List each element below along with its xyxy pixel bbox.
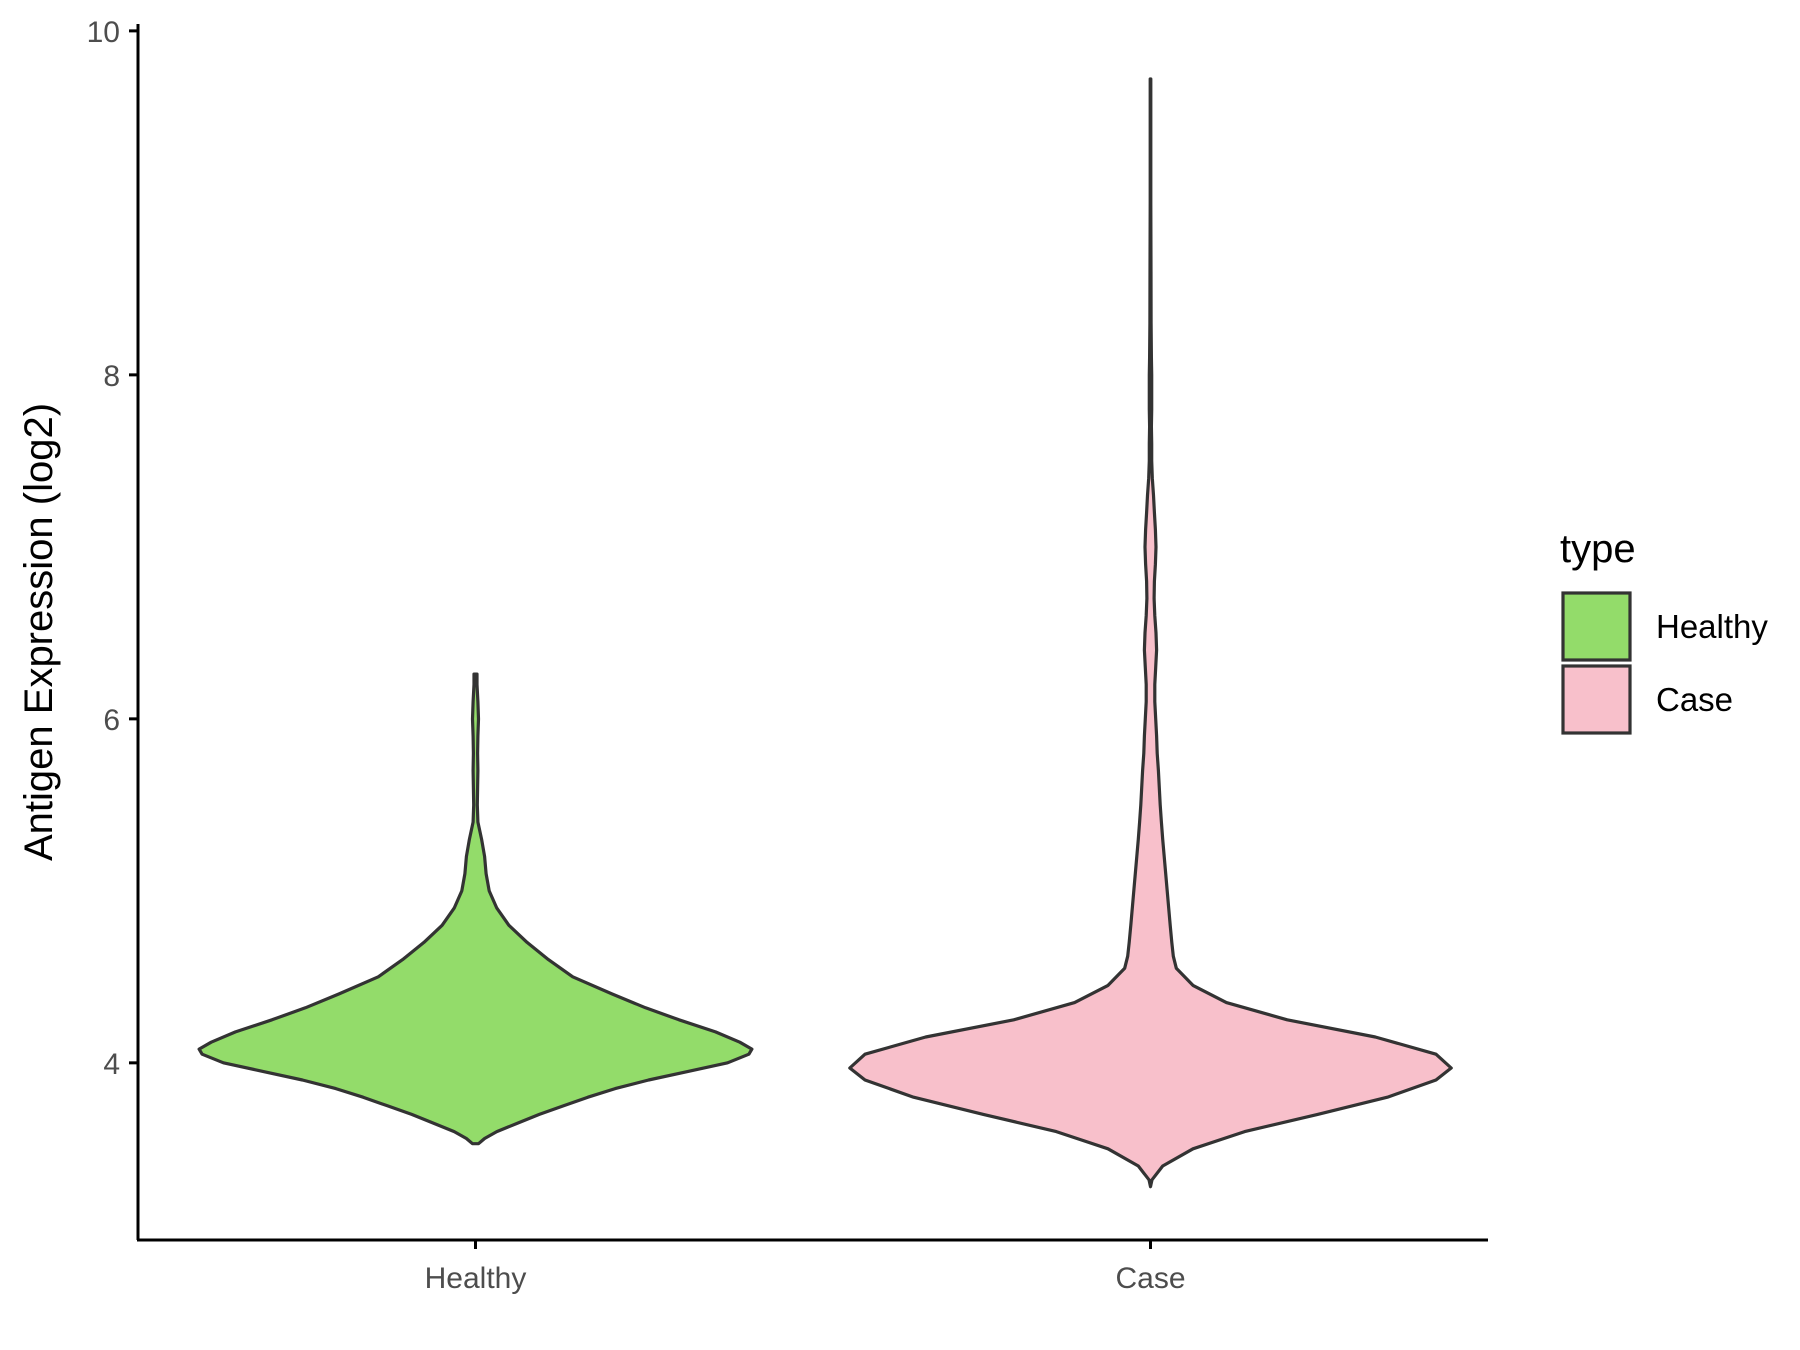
x-tick-label: Case (1115, 1262, 1185, 1295)
y-axis-title: Antigen Expression (log2) (17, 403, 61, 861)
x-tick-label: Healthy (425, 1262, 527, 1295)
y-tick-label: 6 (103, 704, 120, 737)
y-tick-label: 4 (103, 1048, 120, 1081)
y-tick-label: 8 (103, 360, 120, 393)
violin-group (197, 77, 1453, 1189)
legend-label-case: Case (1656, 681, 1733, 718)
x-ticks: Healthy Case (425, 1240, 1186, 1295)
legend: type Healthy Case (1560, 527, 1768, 735)
legend-key-case (1561, 664, 1632, 735)
legend-key-healthy (1561, 591, 1632, 662)
legend-title: type (1560, 527, 1636, 571)
violin-case (848, 77, 1453, 1189)
y-ticks: 4 6 8 10 (87, 16, 138, 1081)
legend-label-healthy: Healthy (1656, 608, 1768, 645)
violin-healthy (197, 672, 754, 1146)
y-tick-label: 10 (87, 16, 120, 49)
legend-items: Healthy Case (1561, 591, 1768, 735)
